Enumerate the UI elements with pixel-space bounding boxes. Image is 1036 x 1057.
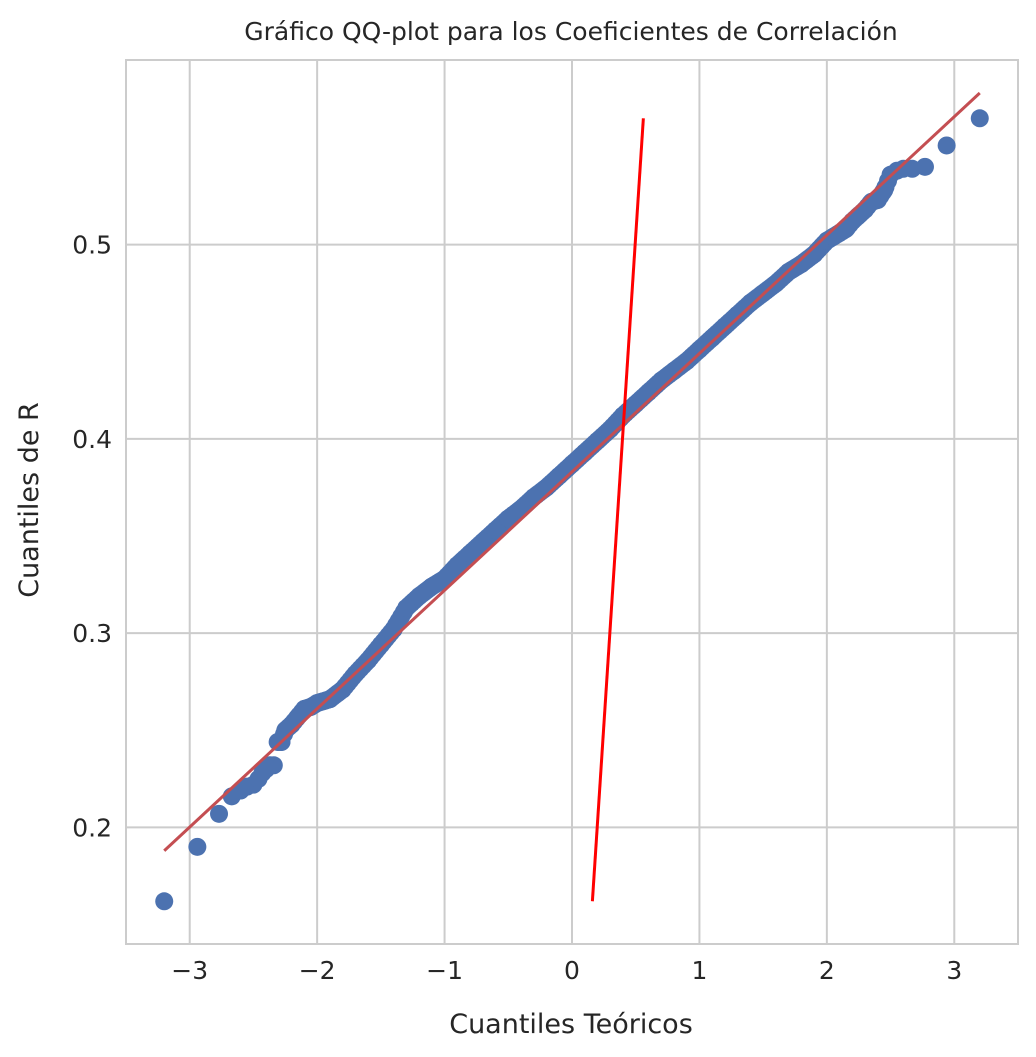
y-tick-label: 0.5 bbox=[72, 231, 112, 260]
qq-point bbox=[461, 544, 480, 563]
qq-point bbox=[320, 690, 339, 709]
x-tick-label: −2 bbox=[299, 956, 336, 985]
qq-point bbox=[715, 317, 734, 336]
qq-point bbox=[333, 680, 352, 699]
tick-label-layer: −3 −2 −1 0 1 2 3 0.2 0.3 0.4 0.5 bbox=[72, 231, 962, 985]
qq-point bbox=[875, 181, 894, 200]
qq-point bbox=[435, 569, 454, 588]
qq-point bbox=[741, 293, 760, 312]
x-tick-label: 0 bbox=[564, 956, 580, 985]
x-tick-label: −1 bbox=[426, 956, 463, 985]
qq-point bbox=[384, 620, 403, 639]
x-tick-label: 1 bbox=[691, 956, 707, 985]
qq-point bbox=[937, 136, 956, 155]
qq-point bbox=[499, 509, 518, 528]
y-axis-title: Cuantiles de R bbox=[14, 402, 45, 598]
qq-point bbox=[792, 255, 811, 273]
series-layer bbox=[155, 91, 989, 911]
qq-point bbox=[397, 598, 416, 617]
x-axis-title: Cuantiles Teóricos bbox=[449, 1009, 693, 1040]
fit-line bbox=[163, 91, 981, 852]
qq-point bbox=[728, 305, 747, 324]
qq-point bbox=[486, 521, 505, 540]
qq-point bbox=[155, 892, 174, 911]
y-tick-label: 0.3 bbox=[72, 619, 112, 648]
x-tick-label: −3 bbox=[171, 956, 208, 985]
qq-point bbox=[915, 157, 934, 176]
qq-point bbox=[448, 556, 467, 575]
extra-line bbox=[590, 118, 645, 902]
qq-point bbox=[703, 328, 722, 347]
qq-point bbox=[677, 352, 696, 371]
x-tick-label: 2 bbox=[819, 956, 835, 985]
qq-point bbox=[690, 340, 709, 359]
qq-point bbox=[371, 635, 390, 654]
qq-point bbox=[410, 587, 429, 606]
plot-frame bbox=[125, 59, 1019, 945]
y-tick-label: 0.4 bbox=[72, 425, 112, 454]
qq-point bbox=[970, 109, 989, 128]
grid-layer bbox=[126, 60, 1018, 944]
qq-point bbox=[210, 804, 229, 823]
x-tick-label: 3 bbox=[946, 956, 962, 985]
qq-point bbox=[473, 532, 492, 551]
qq-point bbox=[264, 756, 283, 775]
qq-point bbox=[188, 837, 207, 856]
chart-title: Gráfico QQ-plot para los Coeficientes de… bbox=[244, 17, 898, 46]
qq-point bbox=[664, 361, 683, 380]
y-tick-label: 0.2 bbox=[72, 813, 112, 842]
